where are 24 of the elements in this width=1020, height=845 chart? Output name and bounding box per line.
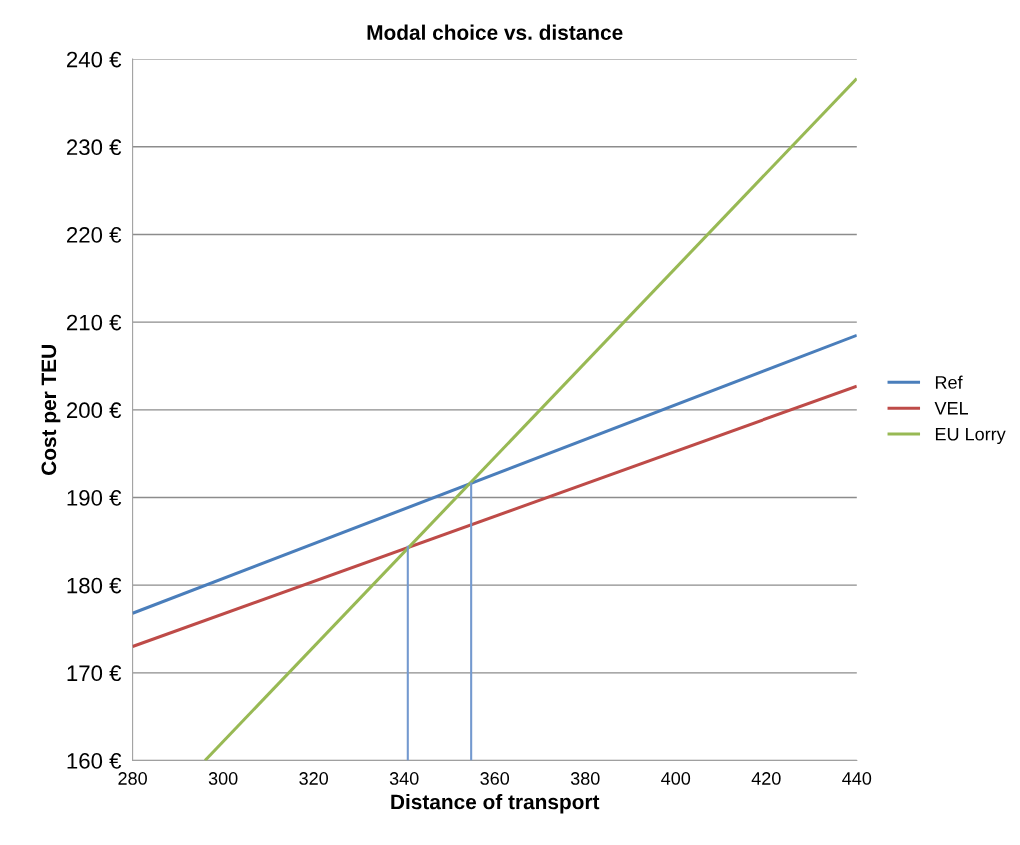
x-tick-label: 280 <box>118 772 147 785</box>
x-tick-label: 320 <box>299 772 329 785</box>
legend-label: VEL <box>934 402 969 415</box>
y-tick-label: 190 € <box>67 490 122 506</box>
y-tick-label: 220 € <box>67 227 122 243</box>
y-tick-label: 230 € <box>67 139 122 156</box>
x-tick-label: 380 <box>570 772 600 785</box>
x-tick-label: 440 <box>842 772 872 785</box>
y-tick-label: 210 € <box>67 314 122 331</box>
x-tick-label: 300 <box>208 772 238 785</box>
y-tick-label: 170 € <box>67 665 122 682</box>
chart-title: Modal choice vs. distance <box>367 24 623 40</box>
legend-label: Ref <box>935 375 963 389</box>
y-tick-label: 240 € <box>67 51 122 68</box>
y-axis-title: Cost per TEU <box>41 345 61 475</box>
x-tick-label: 360 <box>480 772 510 785</box>
x-axis-title: Distance of transport <box>391 794 600 814</box>
y-tick-label: 160 € <box>67 753 122 769</box>
x-tick-label: 400 <box>661 772 691 785</box>
y-tick-label: 180 € <box>67 577 122 594</box>
legend-label: EU Lorry <box>935 427 1006 445</box>
x-tick-label: 340 <box>389 772 419 785</box>
y-tick-label: 200 € <box>67 402 122 419</box>
x-tick-label: 420 <box>751 772 781 785</box>
